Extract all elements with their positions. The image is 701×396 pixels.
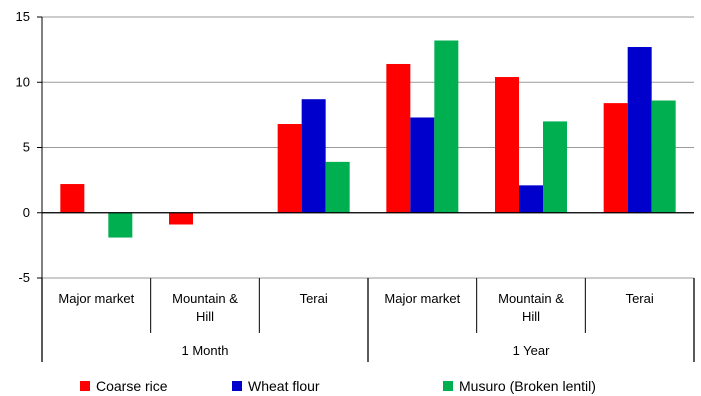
y-tick-label: 0 — [23, 205, 30, 220]
category-labels: Major market Mountain & Hill Terai Major mar… — [58, 291, 653, 358]
bar-coarse-rice-0 — [60, 184, 85, 213]
bar-musuro-broken-lentil-4 — [543, 121, 567, 213]
category-label: Major market — [384, 291, 460, 306]
category-label: Mountain & Hill — [172, 291, 238, 324]
legend-label-coarse-rice: Coarse rice — [96, 378, 168, 394]
y-tick-label: -5 — [18, 270, 30, 285]
y-tick-label: 5 — [23, 140, 30, 155]
gridlines — [42, 16, 694, 279]
bar-musuro-broken-lentil-0 — [108, 212, 133, 238]
category-label: Mountain & Hill — [498, 291, 564, 324]
bar-coarse-rice-4 — [495, 77, 519, 213]
legend-label-musuro-broken-lentil: Musuro (Broken lentil) — [459, 378, 596, 394]
bar-musuro-broken-lentil-5 — [651, 100, 676, 213]
category-label: Major market — [58, 291, 134, 306]
bar-wheat-flour-2 — [301, 99, 326, 213]
bar-coarse-rice-3 — [386, 63, 411, 213]
bar-musuro-broken-lentil-2 — [325, 161, 350, 213]
legend-swatch-musuro-broken-lentil — [443, 381, 453, 391]
bar-wheat-flour-4 — [519, 185, 543, 213]
y-tick-label: 10 — [16, 74, 30, 89]
group-label: 1 Year — [513, 343, 551, 358]
bar-coarse-rice-1 — [169, 212, 193, 225]
bar-wheat-flour-5 — [627, 47, 652, 213]
bars — [60, 40, 676, 238]
legend-label-wheat-flour: Wheat flour — [248, 378, 320, 394]
category-label: Terai — [300, 291, 328, 306]
legend: Coarse rice Wheat flour Musuro (Broken len… — [80, 378, 596, 394]
legend-swatch-wheat-flour — [232, 381, 242, 391]
bar-coarse-rice-2 — [277, 124, 302, 213]
bar-musuro-broken-lentil-3 — [434, 40, 459, 213]
bar-wheat-flour-3 — [410, 117, 435, 213]
axes — [37, 16, 695, 362]
legend-swatch-coarse-rice — [80, 381, 90, 391]
bar-coarse-rice-5 — [603, 103, 628, 213]
y-axis-ticks: -5 0 5 10 15 — [16, 9, 30, 285]
y-tick-label: 15 — [16, 9, 30, 24]
category-label: Terai — [626, 291, 654, 306]
group-label: 1 Month — [182, 343, 229, 358]
